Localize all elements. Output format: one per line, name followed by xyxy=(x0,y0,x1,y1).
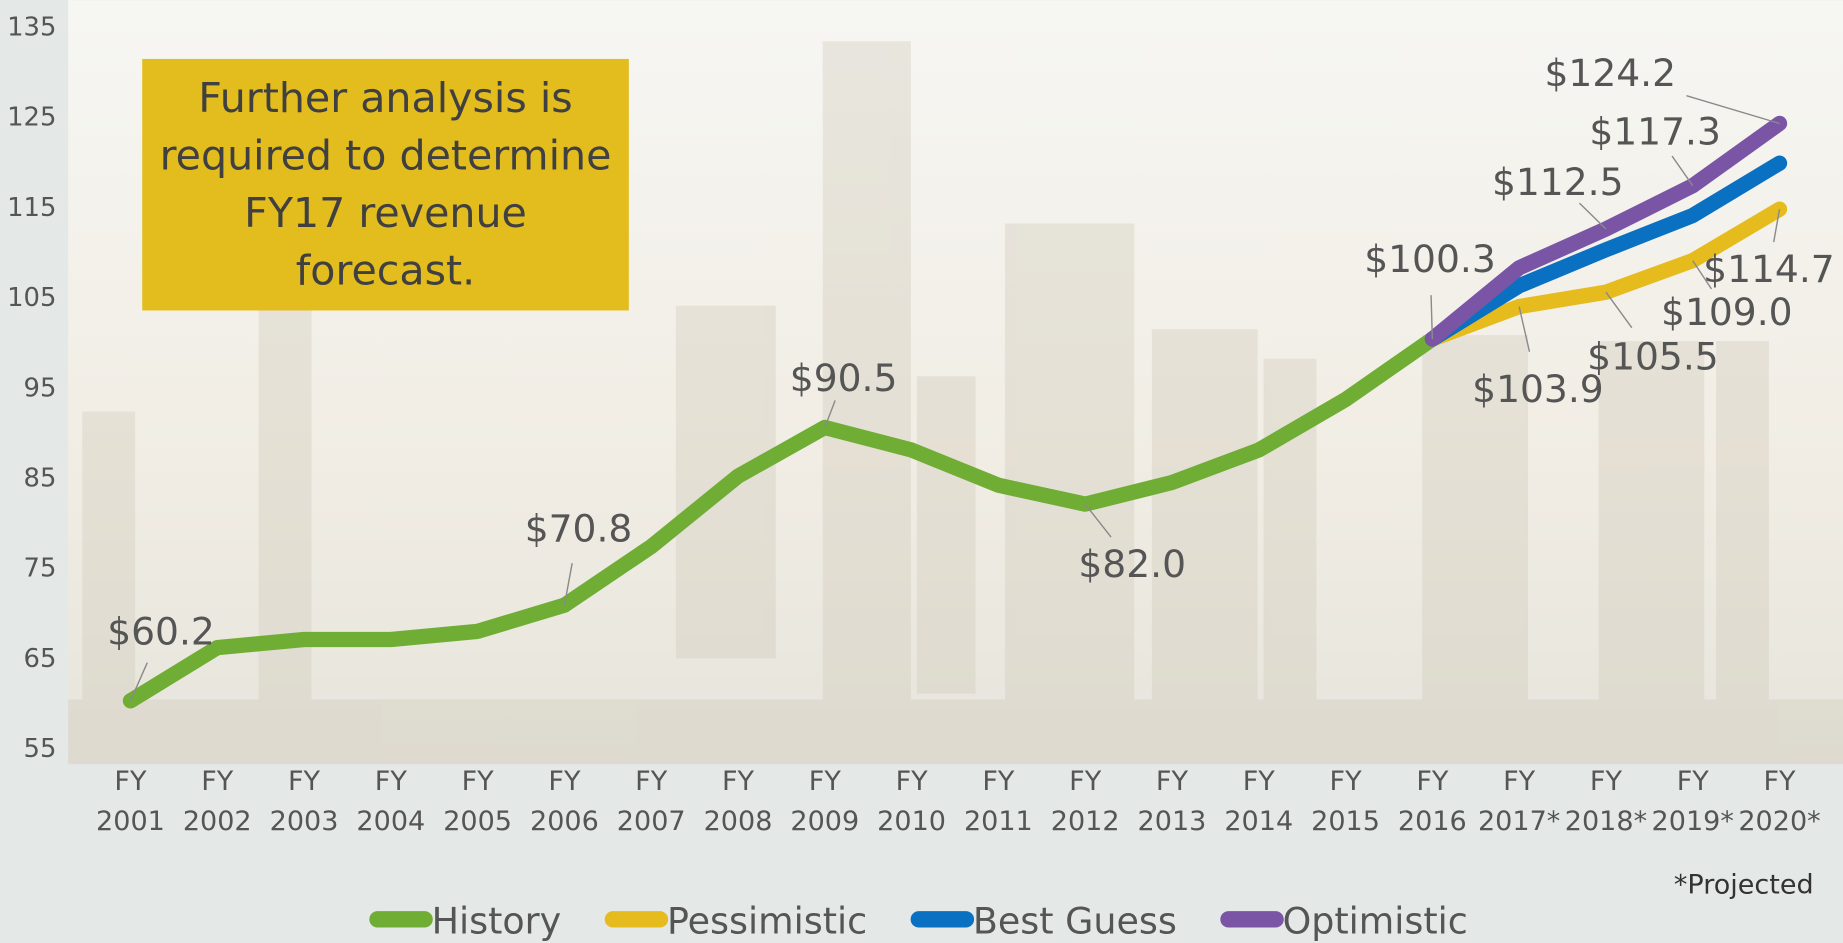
legend-label: Pessimistic xyxy=(667,899,867,942)
leader-line xyxy=(1605,291,1633,329)
data-label: $124.2 xyxy=(1544,51,1676,95)
x-tick-label: FY 2010 xyxy=(877,766,946,838)
data-label: $105.5 xyxy=(1587,335,1719,379)
data-label: $60.2 xyxy=(107,609,215,653)
x-tick-holder: FY 2006 xyxy=(530,766,599,838)
data-label: $82.0 xyxy=(1078,542,1186,586)
footnote: *Projected xyxy=(1674,869,1814,900)
data-label: $103.9 xyxy=(1472,367,1604,411)
x-tick-label: FY 2016 xyxy=(1397,766,1467,838)
x-tick-holder: FY 2015 xyxy=(1311,766,1380,838)
x-tick-holder: FY 2020* xyxy=(1738,766,1821,838)
x-tick-label: FY 2001 xyxy=(96,766,165,838)
leader-line xyxy=(1671,155,1694,187)
x-tick-label: FY 2011 xyxy=(963,766,1033,838)
leader-line xyxy=(1578,202,1607,230)
legend-label: Best Guess xyxy=(973,899,1177,942)
x-tick-holder: FY 2009 xyxy=(790,766,860,838)
x-tick-holder: FY 2019* xyxy=(1651,766,1734,838)
y-tick-label: 55 xyxy=(24,734,57,764)
y-tick-label: 95 xyxy=(24,373,57,403)
data-label: $100.3 xyxy=(1364,237,1496,281)
y-tick-label: 115 xyxy=(7,193,56,223)
x-tick-holder: FY 2018* xyxy=(1564,766,1648,838)
leader-line xyxy=(1773,209,1781,243)
series-line xyxy=(122,331,1440,709)
x-tick-holder: FY 2012 xyxy=(1050,766,1120,838)
y-tick-label: 85 xyxy=(24,463,57,493)
x-tick-label: FY 2015 xyxy=(1311,766,1380,838)
x-tick-label: FY 2007 xyxy=(616,766,686,838)
x-tick-label: FY 2018* xyxy=(1564,766,1648,838)
annotation: Further analysis is required to determin… xyxy=(159,75,612,296)
y-tick-label: 135 xyxy=(7,12,56,42)
series-line xyxy=(1424,155,1788,347)
data-label: $70.8 xyxy=(525,507,633,551)
data-label: $114.7 xyxy=(1703,247,1835,291)
x-tick-label: FY 2008 xyxy=(703,766,773,838)
leader-line xyxy=(1686,94,1780,125)
x-tick-holder: FY 2005 xyxy=(443,766,513,838)
data-label: $112.5 xyxy=(1492,160,1624,204)
x-tick-label: FY 2005 xyxy=(443,766,513,838)
x-tick-label: FY 2013 xyxy=(1137,766,1207,838)
skyline xyxy=(68,41,1843,765)
x-tick-holder: FY 2001 xyxy=(96,766,165,838)
legend: History Pessimistic Best Guess Optimistic xyxy=(369,899,1468,942)
annotation-holder: Further analysis is required to determin… xyxy=(159,75,612,296)
leader-line xyxy=(129,662,148,702)
legend-label: History xyxy=(432,899,562,942)
x-tick-label: FY 2014 xyxy=(1224,766,1294,838)
x-tick-holder: FY 2003 xyxy=(269,766,339,838)
x-tick-label: FY 2019* xyxy=(1651,766,1734,838)
data-label: $90.5 xyxy=(790,356,898,400)
x-tick-holder: FY 2002 xyxy=(182,766,252,838)
x-tick-label: FY 2006 xyxy=(530,766,599,838)
leader-line xyxy=(563,563,573,606)
x-tick-holder: FY 2007 xyxy=(616,766,686,838)
leader-line xyxy=(824,400,836,428)
leader-line xyxy=(1518,306,1531,352)
y-tick-label: 65 xyxy=(24,644,57,674)
legend-label: Optimistic xyxy=(1283,899,1468,942)
annotation-box xyxy=(142,58,629,311)
leader-line xyxy=(1084,503,1112,538)
y-tick-label: 105 xyxy=(7,283,56,313)
x-tick-holder: FY 2008 xyxy=(703,766,773,838)
x-tick-label: FY 2020* xyxy=(1738,766,1821,838)
leader-line xyxy=(1692,260,1713,290)
y-tick-label: 75 xyxy=(24,554,57,584)
x-tick-label: FY 2002 xyxy=(182,766,252,838)
x-tick-holder: FY 2013 xyxy=(1137,766,1207,838)
x-tick-label: FY 2012 xyxy=(1050,766,1120,838)
y-tick-label: 125 xyxy=(7,103,56,133)
leader-line xyxy=(1430,295,1434,340)
x-tick-holder: FY 2011 xyxy=(963,766,1033,838)
x-tick-holder: FY 2016 xyxy=(1397,766,1467,838)
x-tick-holder: FY 2004 xyxy=(356,766,426,838)
series-line xyxy=(1424,115,1788,347)
x-tick-holder: FY 2010 xyxy=(877,766,946,838)
x-tick-label: FY 2004 xyxy=(356,766,426,838)
x-tick-holder: FY 2017* xyxy=(1477,766,1561,838)
x-tick-holder: FY 2014 xyxy=(1224,766,1294,838)
x-tick-label: FY 2003 xyxy=(269,766,339,838)
data-label: $117.3 xyxy=(1589,110,1721,154)
x-tick-label: FY 2017* xyxy=(1477,766,1561,838)
data-label: $109.0 xyxy=(1661,290,1793,334)
x-tick-label: FY 2009 xyxy=(790,766,860,838)
